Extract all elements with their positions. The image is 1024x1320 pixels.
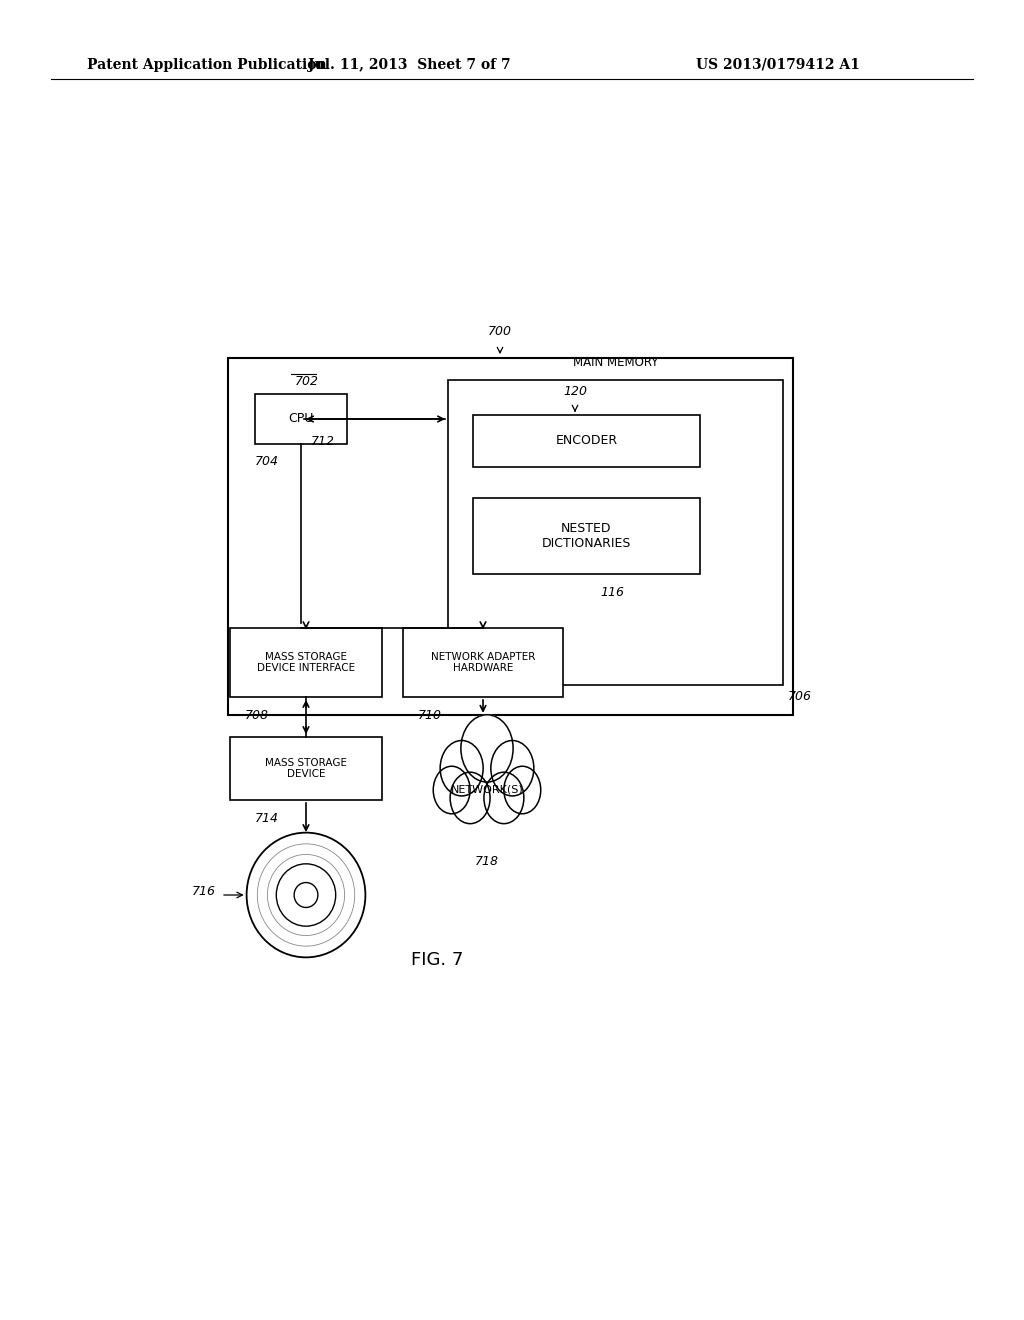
Bar	[449, 380, 783, 685]
Ellipse shape	[257, 843, 354, 946]
Text: MASS STORAGE
DEVICE INTERFACE: MASS STORAGE DEVICE INTERFACE	[257, 652, 355, 673]
Text: Jul. 11, 2013  Sheet 7 of 7: Jul. 11, 2013 Sheet 7 of 7	[308, 58, 511, 71]
Text: 700: 700	[488, 325, 512, 338]
Bar	[255, 393, 347, 444]
Ellipse shape	[294, 883, 317, 907]
Text: MASS STORAGE
DEVICE: MASS STORAGE DEVICE	[265, 758, 347, 779]
Text: ENCODER: ENCODER	[555, 434, 617, 447]
Bar	[403, 628, 563, 697]
Ellipse shape	[247, 833, 366, 957]
Ellipse shape	[276, 863, 336, 927]
Text: 710: 710	[418, 709, 442, 722]
Circle shape	[451, 772, 490, 824]
Text: FIG. 7: FIG. 7	[411, 950, 463, 969]
Circle shape	[484, 772, 524, 824]
Circle shape	[490, 741, 534, 796]
Text: 704: 704	[255, 455, 279, 469]
Bar	[473, 414, 700, 467]
Bar	[473, 498, 700, 574]
Text: US 2013/0179412 A1: US 2013/0179412 A1	[696, 58, 860, 71]
Text: Patent Application Publication: Patent Application Publication	[87, 58, 327, 71]
Text: 714: 714	[255, 812, 279, 825]
Circle shape	[461, 714, 513, 781]
Ellipse shape	[267, 854, 345, 936]
Text: 706: 706	[788, 690, 812, 704]
Text: CPU: CPU	[289, 412, 313, 425]
Text: 716: 716	[191, 884, 216, 898]
Circle shape	[440, 741, 483, 796]
Text: 708: 708	[245, 709, 269, 722]
Bar	[228, 358, 793, 715]
Text: 120: 120	[563, 385, 587, 399]
Text: MAIN MEMORY: MAIN MEMORY	[572, 356, 658, 370]
Bar	[230, 628, 382, 697]
Text: 702: 702	[295, 375, 319, 388]
Text: 712: 712	[311, 434, 335, 447]
Circle shape	[433, 766, 470, 813]
Text: 718: 718	[475, 855, 499, 869]
Text: 116: 116	[600, 586, 624, 599]
Text: NETWORK(S): NETWORK(S)	[451, 785, 523, 795]
Bar	[230, 737, 382, 800]
Circle shape	[504, 766, 541, 813]
Text: NESTED
DICTIONARIES: NESTED DICTIONARIES	[542, 521, 631, 550]
Text: NETWORK ADAPTER
HARDWARE: NETWORK ADAPTER HARDWARE	[431, 652, 536, 673]
